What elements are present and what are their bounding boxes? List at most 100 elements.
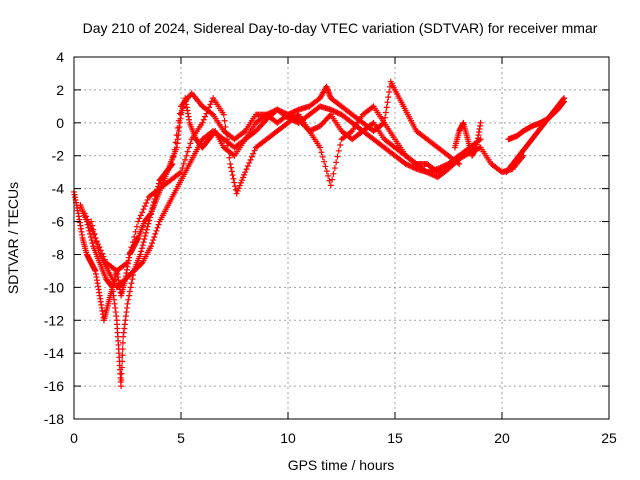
data-point — [151, 233, 158, 240]
data-point — [291, 117, 298, 124]
data-point — [119, 352, 126, 359]
data-point — [87, 233, 94, 240]
data-point — [118, 383, 125, 390]
data-point — [203, 110, 210, 117]
data-point — [244, 163, 251, 170]
data-point — [235, 185, 242, 192]
y-tick-label: -8 — [52, 246, 65, 262]
y-tick-label: -6 — [52, 214, 65, 230]
x-tick-label: 10 — [280, 430, 296, 446]
y-tick-label: 2 — [56, 82, 64, 98]
data-point — [291, 108, 298, 115]
data-point — [141, 203, 148, 210]
data-point — [264, 110, 271, 117]
data-point — [226, 154, 233, 161]
data-point — [143, 200, 150, 207]
data-point — [310, 126, 317, 133]
data-point — [326, 177, 333, 184]
x-tick-label: 5 — [177, 430, 185, 446]
data-point — [287, 116, 294, 123]
data-point — [169, 160, 176, 167]
data-point — [318, 149, 325, 156]
data-point — [386, 88, 393, 95]
y-tick-label: -2 — [52, 148, 65, 164]
data-point — [347, 129, 354, 136]
data-point — [119, 339, 126, 346]
data-point — [184, 148, 191, 155]
data-point — [327, 182, 334, 189]
data-point — [331, 165, 338, 172]
data-point — [233, 190, 240, 197]
data-point — [383, 104, 390, 111]
data-point — [202, 113, 209, 120]
data-point — [441, 162, 448, 169]
data-point — [240, 137, 247, 144]
chart-title: Day 210 of 2024, Sidereal Day-to-day VTE… — [83, 20, 598, 36]
data-point — [142, 232, 149, 239]
data-point — [182, 156, 189, 163]
data-point — [155, 221, 162, 228]
data-point — [128, 244, 135, 251]
data-point — [290, 117, 297, 124]
data-point — [132, 228, 139, 235]
plot-frame — [73, 56, 610, 420]
data-point — [200, 116, 207, 123]
data-point — [289, 109, 296, 116]
data-point — [118, 364, 125, 371]
data-point — [266, 110, 273, 117]
data-point — [384, 99, 391, 106]
data-point — [136, 215, 143, 222]
data-point — [150, 202, 157, 209]
data-point — [334, 153, 341, 160]
data-point — [229, 172, 236, 179]
data-point — [138, 260, 145, 267]
data-point — [238, 177, 245, 184]
data-point — [327, 106, 334, 113]
data-point — [141, 236, 148, 243]
data-point — [155, 180, 162, 187]
data-point — [437, 164, 444, 171]
data-point — [251, 147, 258, 154]
data-point — [150, 237, 157, 244]
data-point — [382, 109, 389, 116]
data-point — [334, 109, 341, 116]
data-point — [172, 139, 179, 146]
data-point — [125, 254, 132, 261]
data-point — [151, 195, 158, 202]
data-point — [174, 124, 181, 131]
data-point — [222, 123, 229, 130]
data-point — [321, 158, 328, 165]
data-point — [150, 199, 157, 206]
data-point — [173, 132, 180, 139]
data-point — [118, 370, 125, 377]
data-point — [322, 163, 329, 170]
data-point — [410, 164, 417, 171]
data-point — [223, 130, 230, 137]
data-point — [369, 104, 376, 111]
data-point — [228, 168, 235, 175]
data-point — [241, 171, 248, 178]
data-point — [153, 227, 160, 234]
data-point — [369, 120, 376, 127]
data-point — [337, 142, 344, 149]
data-point — [126, 288, 133, 295]
data-point — [180, 160, 187, 167]
data-point — [171, 146, 178, 153]
data-point — [561, 98, 568, 105]
data-point — [325, 172, 332, 179]
data-point — [204, 107, 211, 114]
data-point — [92, 235, 99, 241]
x-tick-label: 15 — [387, 430, 403, 446]
data-point — [477, 136, 484, 143]
data-point — [405, 162, 412, 169]
data-point — [436, 165, 443, 172]
data-point — [440, 163, 447, 170]
data-point — [434, 165, 441, 172]
data-point — [140, 239, 147, 246]
data-point — [477, 119, 484, 126]
data-point — [149, 205, 156, 212]
data-point — [314, 124, 321, 131]
data-point — [135, 218, 142, 225]
data-point — [323, 168, 330, 175]
